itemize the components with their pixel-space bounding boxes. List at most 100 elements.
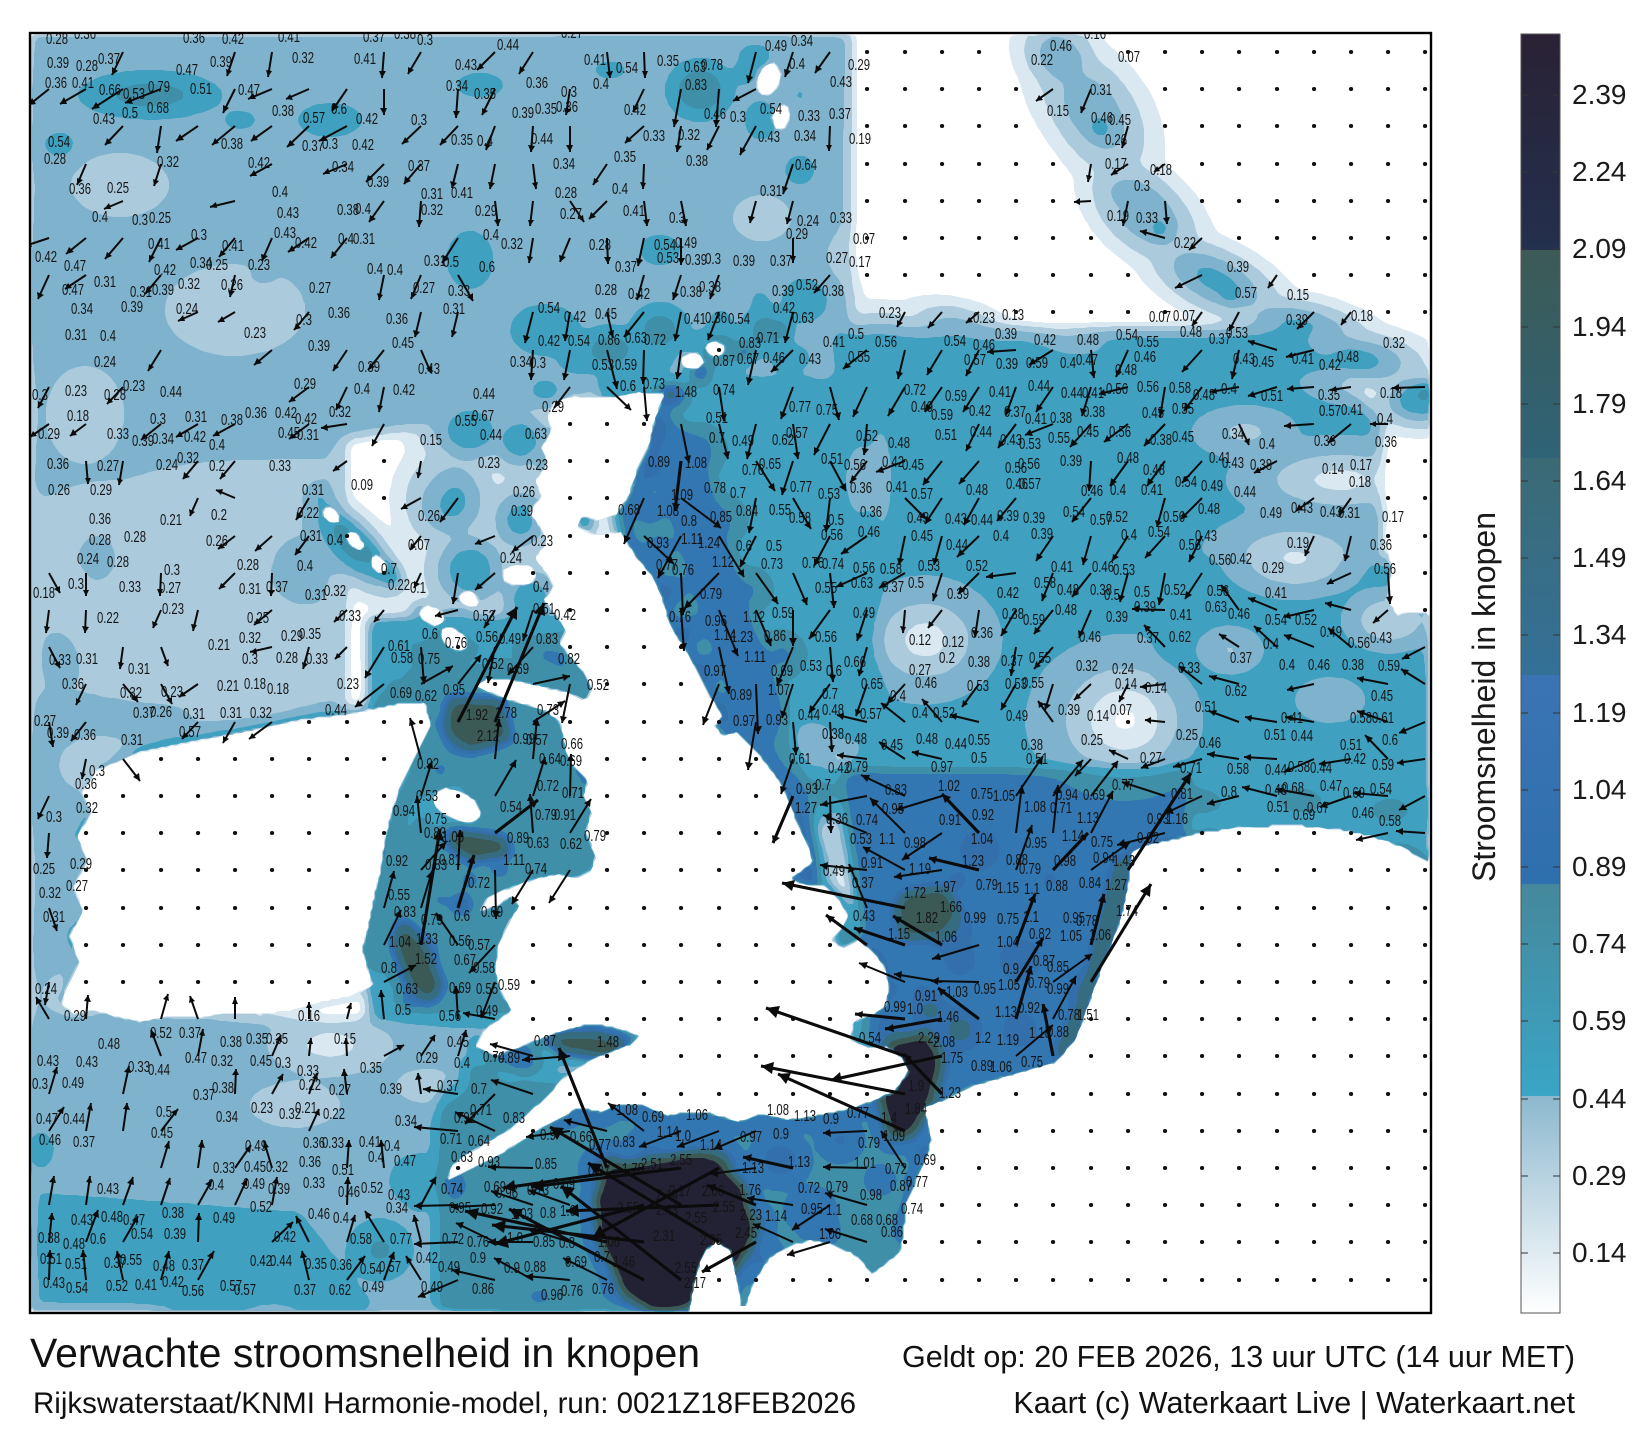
svg-text:0.95: 0.95 — [882, 801, 904, 818]
svg-text:0.3: 0.3 — [132, 212, 148, 229]
svg-text:0.41: 0.41 — [1265, 585, 1287, 602]
svg-text:0.33: 0.33 — [306, 651, 328, 668]
svg-text:0.48: 0.48 — [1117, 450, 1139, 467]
svg-text:0.24: 0.24 — [94, 354, 116, 371]
svg-text:0.45: 0.45 — [595, 306, 617, 323]
svg-text:1.04: 1.04 — [1572, 774, 1627, 805]
svg-text:1.75: 1.75 — [941, 1050, 963, 1067]
svg-text:0.14: 0.14 — [1322, 461, 1344, 478]
svg-text:1.13: 1.13 — [1077, 810, 1099, 827]
svg-text:0.29: 0.29 — [64, 1008, 86, 1025]
svg-text:0.54: 0.54 — [760, 101, 782, 118]
svg-text:0.4: 0.4 — [384, 1138, 400, 1155]
svg-text:0.37: 0.37 — [615, 259, 637, 276]
svg-text:0.4: 0.4 — [789, 56, 805, 73]
svg-text:0.56: 0.56 — [875, 334, 897, 351]
svg-text:0.32: 0.32 — [324, 583, 346, 600]
svg-text:0.18: 0.18 — [244, 676, 266, 693]
svg-text:0.24: 0.24 — [500, 550, 522, 567]
svg-text:0.32: 0.32 — [501, 236, 523, 253]
svg-text:0.28: 0.28 — [46, 31, 68, 48]
svg-text:0.64: 0.64 — [468, 1133, 490, 1150]
svg-text:0.41: 0.41 — [584, 52, 606, 69]
svg-text:0.41: 0.41 — [222, 238, 244, 255]
svg-text:0.41: 0.41 — [1209, 450, 1231, 467]
svg-text:0.88: 0.88 — [1006, 852, 1028, 869]
svg-text:0.14: 0.14 — [1145, 680, 1167, 697]
svg-text:0.31: 0.31 — [760, 183, 782, 200]
svg-text:0.29: 0.29 — [786, 226, 808, 243]
svg-text:0.37: 0.37 — [852, 875, 874, 892]
svg-text:0.34: 0.34 — [553, 156, 575, 173]
svg-text:0.75: 0.75 — [1091, 834, 1113, 851]
svg-text:1.01: 1.01 — [854, 1155, 876, 1172]
svg-text:2.24: 2.24 — [1572, 156, 1627, 187]
svg-text:0.99: 0.99 — [513, 731, 535, 748]
svg-text:0.46: 0.46 — [1091, 110, 1113, 127]
svg-text:0.3: 0.3 — [1134, 178, 1150, 195]
svg-text:0.99: 0.99 — [884, 999, 906, 1016]
svg-text:0.3: 0.3 — [68, 576, 84, 593]
svg-text:0.44: 0.44 — [946, 537, 968, 554]
svg-text:0.54: 0.54 — [66, 1280, 88, 1297]
svg-text:0.43: 0.43 — [1291, 500, 1313, 517]
svg-text:0.79: 0.79 — [584, 828, 606, 845]
svg-text:0.3: 0.3 — [730, 109, 746, 126]
svg-text:0.21: 0.21 — [217, 678, 239, 695]
svg-text:1.97: 1.97 — [934, 879, 956, 896]
svg-text:0.6: 0.6 — [90, 1231, 106, 1248]
svg-text:0.42: 0.42 — [154, 262, 176, 279]
svg-text:0.4: 0.4 — [327, 532, 343, 549]
svg-text:0.69: 0.69 — [1083, 787, 1105, 804]
svg-text:0.74: 0.74 — [822, 556, 844, 573]
svg-text:0.51: 0.51 — [1264, 727, 1286, 744]
svg-text:0.73: 0.73 — [643, 376, 665, 393]
svg-text:0.59: 0.59 — [1378, 658, 1400, 675]
svg-text:0.56: 0.56 — [1109, 424, 1131, 441]
svg-text:0.26: 0.26 — [150, 704, 172, 721]
svg-text:0.42: 0.42 — [393, 382, 415, 399]
svg-text:1.27: 1.27 — [795, 800, 817, 817]
svg-text:0.62: 0.62 — [772, 432, 794, 449]
svg-text:0.41: 0.41 — [684, 311, 706, 328]
svg-text:0.46: 0.46 — [1006, 476, 1028, 493]
svg-text:0.9: 0.9 — [540, 1127, 556, 1144]
svg-text:1.11: 1.11 — [503, 852, 525, 869]
svg-text:0.42: 0.42 — [250, 1253, 272, 1270]
svg-text:0.38: 0.38 — [686, 153, 708, 170]
svg-text:0.56: 0.56 — [815, 629, 837, 646]
svg-text:0.39: 0.39 — [997, 508, 1019, 525]
svg-text:0.43: 0.43 — [853, 908, 875, 925]
svg-text:0.63: 0.63 — [792, 310, 814, 327]
svg-text:0.83: 0.83 — [536, 631, 558, 648]
svg-text:0.37: 0.37 — [193, 1087, 215, 1104]
svg-text:0.5: 0.5 — [1104, 587, 1120, 604]
svg-text:0.74: 0.74 — [441, 1181, 463, 1198]
svg-text:0.39: 0.39 — [268, 1181, 290, 1198]
svg-text:0.57: 0.57 — [1319, 403, 1341, 420]
svg-text:0.44: 0.44 — [970, 424, 992, 441]
svg-text:0.53: 0.53 — [123, 86, 145, 103]
svg-text:0.79: 0.79 — [535, 807, 557, 824]
svg-text:0.44: 0.44 — [473, 386, 495, 403]
svg-text:0.35: 0.35 — [360, 1060, 382, 1077]
svg-text:0.39: 0.39 — [1023, 510, 1045, 527]
svg-text:0.18: 0.18 — [1351, 308, 1373, 325]
svg-text:0.32: 0.32 — [279, 1106, 301, 1123]
svg-text:1.06: 1.06 — [990, 1059, 1012, 1076]
svg-text:0.5: 0.5 — [848, 326, 864, 343]
svg-text:0.54: 0.54 — [500, 799, 522, 816]
svg-text:0.51: 0.51 — [1267, 799, 1289, 816]
svg-text:0.45: 0.45 — [250, 1053, 272, 1070]
svg-text:0.45: 0.45 — [881, 737, 903, 754]
svg-text:0.53: 0.53 — [592, 357, 614, 374]
svg-text:1.06: 1.06 — [686, 1107, 708, 1124]
svg-text:1.06: 1.06 — [819, 1226, 841, 1243]
svg-text:0.55: 0.55 — [968, 732, 990, 749]
svg-text:0.35: 0.35 — [535, 101, 557, 118]
svg-text:0.37: 0.37 — [133, 705, 155, 722]
svg-text:0.3: 0.3 — [46, 809, 62, 826]
svg-text:1.27: 1.27 — [1105, 877, 1127, 894]
svg-text:0.6: 0.6 — [422, 626, 438, 643]
svg-text:0.24: 0.24 — [1112, 661, 1134, 678]
